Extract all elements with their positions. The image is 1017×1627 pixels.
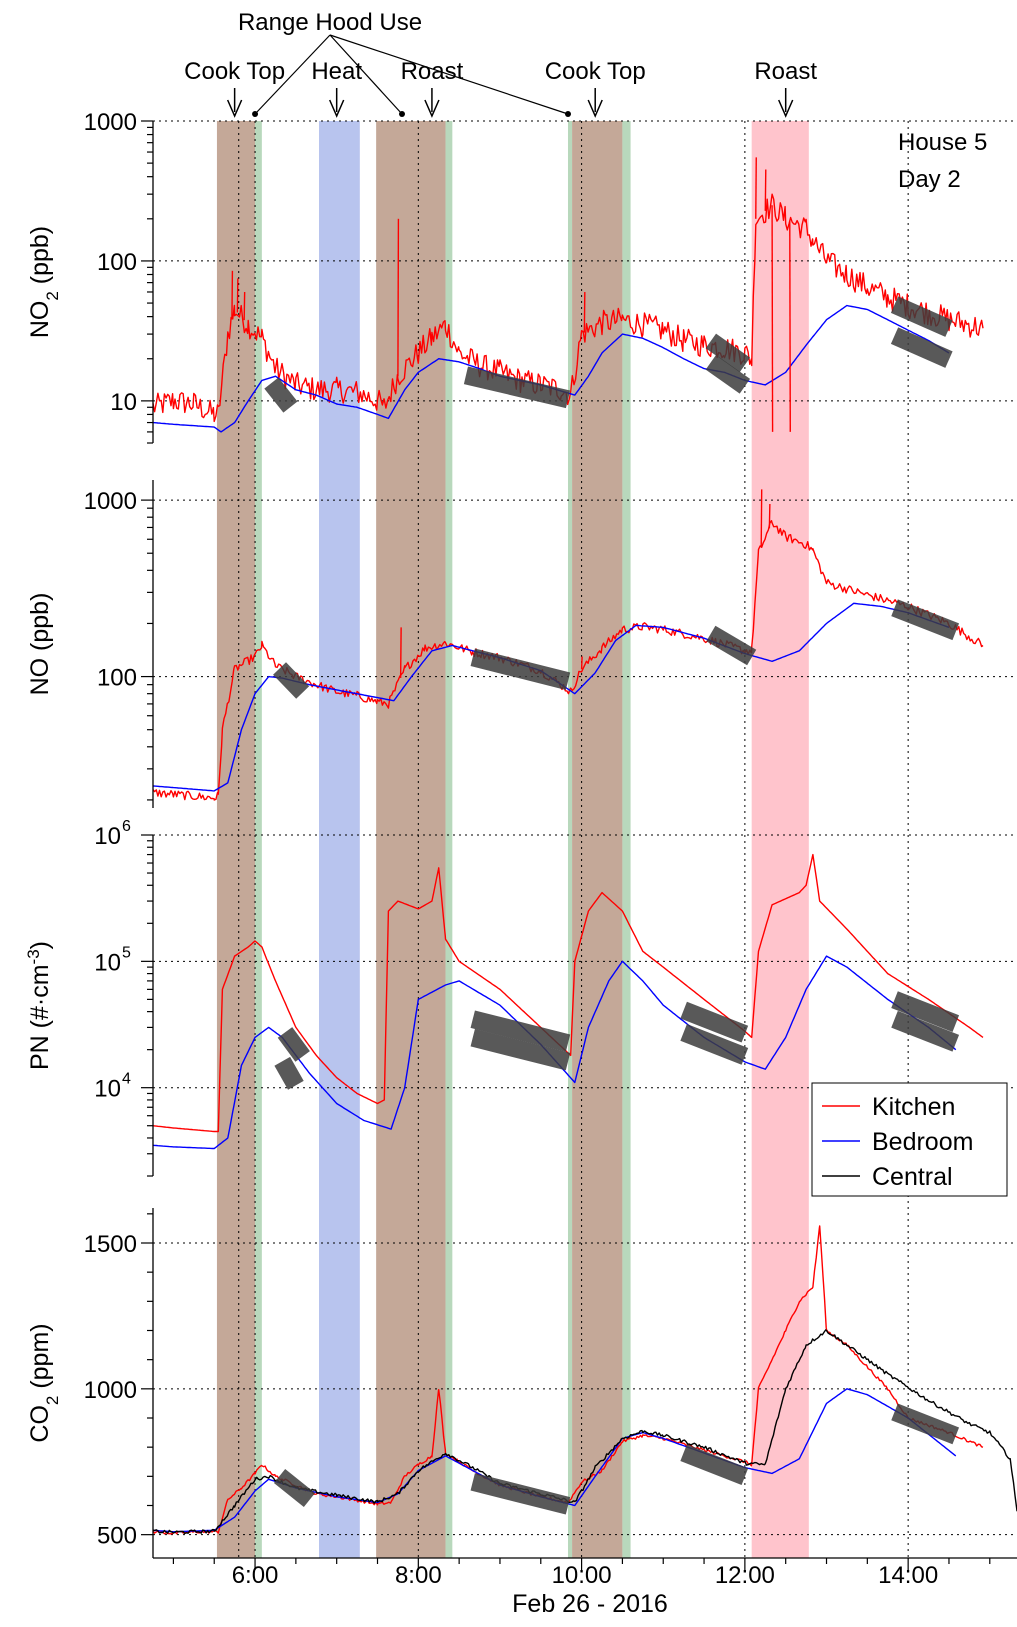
legend-frame	[811, 1082, 1008, 1197]
gridlines	[153, 120, 1017, 1558]
no-fit-bar	[273, 662, 310, 699]
range-hood-label: Range Hood Use	[238, 9, 422, 36]
range-hood-arrow	[254, 34, 331, 115]
event-arrowhead	[226, 99, 243, 118]
house-label: House 5	[898, 129, 987, 156]
no-fit-bar	[891, 599, 960, 641]
event-arrowhead	[424, 99, 440, 118]
event-arrowhead	[587, 99, 603, 118]
range-hood-arrowhead	[398, 111, 405, 117]
pn-fit-bar	[680, 1024, 749, 1065]
no2-kitchen-spike	[755, 157, 757, 219]
co2-fit-bar	[680, 1444, 749, 1486]
shaded-period-heat	[318, 121, 360, 1558]
x-tick-label: 12:00	[715, 1562, 775, 1589]
shaded-period-cook	[376, 121, 446, 1558]
pn-tick-exponent: 5	[122, 944, 131, 961]
no2-kitchen-spike	[397, 218, 400, 377]
event-label: Heat	[311, 58, 362, 85]
pn-tick-exponent: 6	[122, 818, 131, 835]
day-label: Day 2	[898, 166, 961, 193]
pn-fit-bar	[470, 1010, 571, 1052]
no2-series-bedroom	[152, 304, 950, 433]
no2-fit-bar	[890, 296, 953, 337]
event-arrowhead	[328, 99, 345, 118]
co2-fit-bar	[891, 1403, 960, 1445]
event-label: Cook Top	[184, 58, 285, 85]
x-tick-label: 14:00	[878, 1562, 938, 1589]
x-axis-label: Feb 26 - 2016	[512, 1590, 668, 1618]
pn-series-kitchen	[152, 853, 984, 1133]
range-hood-arrow	[329, 34, 403, 115]
no-y-axis-label: NO (ppb)	[26, 593, 54, 696]
legend-label-central: Central	[872, 1163, 953, 1191]
no-tick-label: 1000	[84, 488, 137, 515]
no-fit-bar	[706, 625, 757, 666]
pn-fit-bar	[891, 991, 960, 1033]
no2-y-axis-label: NO2 (ppb)	[26, 226, 62, 338]
no-series-bedroom	[152, 602, 950, 792]
no2-fit-bar	[463, 366, 571, 409]
pn-fit-bar	[680, 1001, 749, 1043]
legend: Kitchen Bedroom Central	[811, 1082, 1008, 1197]
co2-y-axis-label: CO2 (ppm)	[26, 1323, 62, 1442]
range-hood-arrow	[329, 34, 569, 115]
no-kitchen-spike	[760, 489, 763, 548]
event-arrowhead	[778, 99, 794, 118]
event-label: Roast	[754, 58, 817, 85]
pn-tick-exponent: 4	[122, 1071, 131, 1088]
shaded-period-cook	[572, 121, 623, 1558]
pn-tick-label: 10	[94, 823, 121, 850]
co2-fit-bar	[470, 1473, 571, 1515]
pn-fit-bar	[277, 1027, 310, 1062]
shaded-period-hood	[567, 121, 573, 1558]
no2-kitchen-spike	[231, 270, 234, 320]
no2-kitchen-spike	[771, 205, 774, 432]
no2-kitchen-spike	[764, 169, 767, 211]
no2-tick-label: 100	[97, 249, 137, 276]
co2-tick-label: 1000	[84, 1377, 137, 1404]
pn-fit-bar	[274, 1056, 304, 1090]
range-hood-arrowhead	[564, 111, 571, 117]
no2-kitchen-spike	[236, 278, 239, 313]
pn-fit-bar	[470, 1028, 571, 1071]
co2-tick-label: 500	[97, 1523, 137, 1550]
legend-label-bedroom: Bedroom	[872, 1128, 973, 1156]
no2-fit-bar	[705, 333, 751, 373]
event-annotations: Range Hood Use Cook Top Heat Roast Cook Top…	[184, 9, 817, 118]
x-tick-label: 8:00	[395, 1562, 442, 1589]
no2-fit-bar	[264, 377, 298, 413]
fit-bars	[264, 296, 960, 1515]
no2-tick-label: 10	[110, 389, 137, 416]
pn-tick-label: 10	[94, 1076, 121, 1103]
no2-fit-bar	[705, 354, 751, 394]
no2-fit-bar	[890, 327, 953, 368]
shaded-period-hood	[445, 121, 453, 1558]
no2-kitchen-spike	[789, 220, 791, 432]
shaded-period-roast	[751, 121, 809, 1558]
no2-kitchen-spike	[583, 291, 586, 333]
range-hood-arrowhead	[252, 111, 259, 117]
x-tick-label: 10:00	[552, 1562, 612, 1589]
shaded-period-hood	[255, 121, 262, 1558]
no-kitchen-spike	[399, 627, 402, 678]
no-kitchen-spike	[580, 656, 583, 670]
legend-label-kitchen: Kitchen	[872, 1093, 955, 1121]
no-tick-label: 100	[97, 665, 137, 692]
event-label: Cook Top	[545, 58, 646, 85]
x-tick-label: 6:00	[232, 1562, 279, 1589]
pn-tick-label: 10	[94, 949, 121, 976]
no2-kitchen-spike	[243, 291, 246, 321]
no2-tick-label: 1000	[84, 109, 137, 136]
co2-tick-label: 1500	[84, 1231, 137, 1258]
co2-fit-bar	[273, 1468, 316, 1508]
pn-fit-bar	[891, 1010, 960, 1052]
no-kitchen-spike	[768, 504, 771, 529]
shaded-period-hood	[622, 121, 631, 1558]
pn-y-axis-label: PN (#·cm-3)	[24, 941, 55, 1070]
no-fit-bar	[470, 648, 571, 691]
